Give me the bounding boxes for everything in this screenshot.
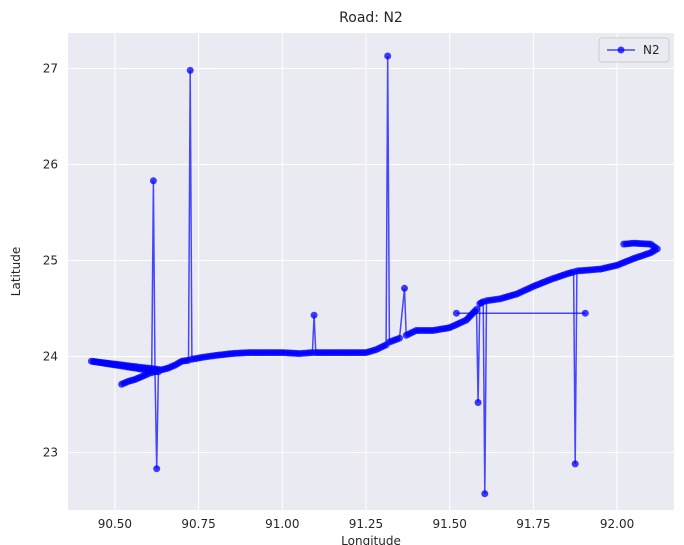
x-tick-label: 91.25 bbox=[349, 517, 383, 531]
legend: N2 bbox=[598, 37, 670, 63]
data-point bbox=[293, 349, 301, 357]
data-point bbox=[478, 299, 485, 307]
grid bbox=[68, 33, 674, 510]
data-point bbox=[481, 490, 489, 498]
data-point bbox=[153, 465, 161, 473]
x-axis-label: Longitude bbox=[341, 534, 401, 545]
data-point bbox=[401, 284, 408, 292]
data-point bbox=[259, 349, 267, 357]
data-point bbox=[149, 177, 157, 185]
chart-title: Road: N2 bbox=[339, 10, 403, 26]
series-n2 bbox=[87, 52, 661, 498]
data-point bbox=[306, 349, 314, 357]
x-tick-label: 90.50 bbox=[98, 517, 132, 531]
x-tick-label: 92.00 bbox=[600, 517, 634, 531]
y-axis-ticks: 23 24 25 26 27 bbox=[43, 62, 58, 460]
data-point bbox=[622, 240, 630, 248]
data-point bbox=[581, 309, 589, 317]
y-tick-label: 25 bbox=[43, 253, 58, 267]
x-tick-label: 91.50 bbox=[432, 517, 466, 531]
legend-label: N2 bbox=[643, 43, 660, 57]
data-point bbox=[310, 311, 318, 319]
x-axis-ticks: 90.50 90.75 91.00 91.25 91.50 91.75 92.00 bbox=[98, 517, 635, 531]
y-tick-label: 26 bbox=[43, 157, 58, 171]
data-point bbox=[567, 269, 575, 277]
data-point bbox=[195, 354, 203, 362]
data-point bbox=[209, 352, 217, 360]
data-point bbox=[571, 460, 579, 468]
y-axis-label: Latitude bbox=[9, 247, 23, 296]
data-point bbox=[471, 307, 479, 315]
x-tick-label: 91.75 bbox=[516, 517, 550, 531]
data-point bbox=[380, 342, 388, 350]
data-point bbox=[384, 52, 392, 60]
data-point bbox=[393, 335, 401, 343]
data-point bbox=[632, 239, 640, 247]
data-point bbox=[326, 349, 334, 357]
y-tick-label: 23 bbox=[43, 445, 58, 459]
data-point bbox=[452, 309, 460, 317]
x-tick-label: 90.75 bbox=[181, 517, 215, 531]
y-tick-label: 27 bbox=[43, 62, 58, 76]
data-point bbox=[474, 399, 482, 406]
legend-marker bbox=[617, 46, 625, 54]
data-point bbox=[343, 349, 351, 357]
data-point bbox=[186, 66, 194, 74]
data-point bbox=[182, 357, 190, 365]
x-tick-label: 91.00 bbox=[265, 517, 299, 531]
y-tick-label: 24 bbox=[43, 349, 58, 363]
